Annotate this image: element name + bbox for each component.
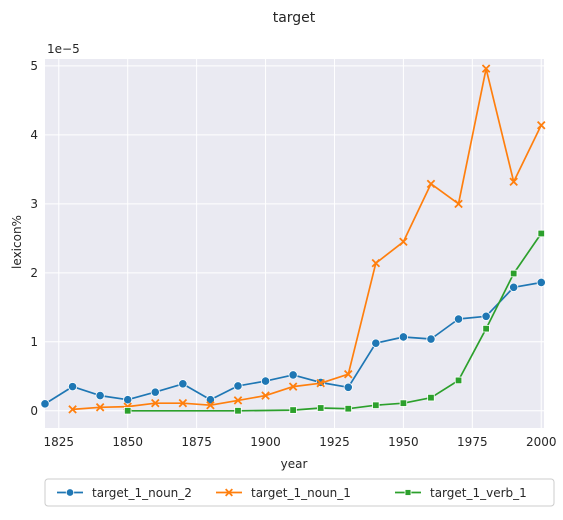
data-point: [372, 401, 380, 409]
series-target_1_noun_2: [40, 277, 546, 409]
data-point: [178, 379, 188, 389]
x-tick-label: 1950: [388, 435, 419, 449]
x-tick-label: 1975: [457, 435, 488, 449]
data-point: [225, 488, 233, 497]
series-target_1_verb_1: [124, 229, 545, 415]
x-tick-label: 1925: [319, 435, 350, 449]
data-point: [124, 407, 132, 415]
legend-item: target_1_verb_1: [395, 486, 527, 500]
data-point: [178, 398, 188, 408]
y-tick-label: 0: [30, 404, 38, 418]
data-point: [288, 370, 298, 380]
data-point: [481, 64, 491, 73]
data-point: [343, 369, 353, 379]
data-point: [371, 258, 381, 268]
data-point: [398, 332, 408, 342]
data-point: [426, 334, 436, 344]
data-point: [427, 393, 435, 402]
data-point: [482, 324, 490, 333]
series-line: [72, 67, 542, 411]
data-point: [205, 395, 216, 405]
data-point: [404, 489, 412, 496]
legend-item: target_1_noun_2: [57, 486, 192, 500]
data-point: [68, 405, 77, 414]
legend-label: target_1_noun_2: [92, 486, 192, 500]
x-tick-label: 1900: [250, 435, 281, 449]
data-point: [537, 229, 545, 238]
y-tick-label: 1: [30, 335, 38, 349]
data-point: [509, 282, 519, 292]
y-tick-label: 4: [30, 128, 38, 142]
data-point: [65, 488, 75, 497]
data-point: [454, 199, 463, 209]
data-point: [289, 406, 297, 414]
legend-label: target_1_noun_1: [251, 486, 351, 500]
y-tick-label: 3: [30, 197, 38, 211]
data-point: [95, 390, 105, 401]
y-tick-labels: 0 1 2 3 4 5: [30, 59, 38, 418]
data-point: [316, 378, 325, 388]
x-tick-label: 1875: [181, 435, 212, 449]
data-point: [399, 399, 408, 407]
data-point: [481, 311, 491, 321]
data-point: [454, 376, 463, 385]
legend: target_1_noun_2 target_1_noun_1 target_1_v…: [44, 478, 555, 507]
series-layer: [40, 64, 546, 415]
data-point: [150, 387, 160, 397]
legend-item: target_1_noun_1: [216, 486, 351, 500]
x-tick-label: 1850: [112, 435, 143, 449]
data-point: [509, 177, 518, 187]
series-target_1_noun_1: [68, 64, 546, 414]
data-point: [67, 382, 78, 392]
data-point: [234, 407, 242, 415]
x-axis-label: year: [281, 457, 308, 471]
data-point: [233, 396, 243, 405]
chart-title: target: [273, 10, 316, 26]
data-point: [426, 179, 436, 189]
data-point: [288, 382, 298, 391]
data-point: [233, 381, 243, 391]
y-tick-label: 2: [30, 266, 38, 280]
data-point: [206, 400, 215, 410]
data-point: [509, 269, 518, 278]
data-point: [316, 404, 325, 412]
data-point: [399, 237, 408, 247]
x-tick-labels: 1825 1850 1875 1900 1925 1950 1975 2000: [44, 435, 557, 449]
data-point: [40, 399, 50, 409]
x-tick-label: 2000: [526, 435, 557, 449]
data-point: [536, 120, 546, 130]
data-point: [371, 338, 381, 348]
series-line: [127, 233, 542, 412]
legend-box: [44, 478, 555, 507]
data-point: [536, 277, 546, 288]
data-point: [261, 391, 270, 400]
data-point: [343, 382, 353, 392]
data-point: [344, 404, 352, 413]
data-point: [151, 398, 160, 408]
legend-label: target_1_verb_1: [430, 486, 527, 500]
x-tick-label: 1825: [44, 435, 75, 449]
data-point: [95, 403, 105, 412]
y-tick-label: 5: [30, 59, 38, 73]
data-point: [453, 314, 464, 324]
y-axis-label: lexicon%: [10, 215, 24, 269]
data-point: [260, 376, 271, 386]
data-point: [123, 395, 133, 405]
y-axis-multiplier: 1e−5: [47, 42, 80, 56]
